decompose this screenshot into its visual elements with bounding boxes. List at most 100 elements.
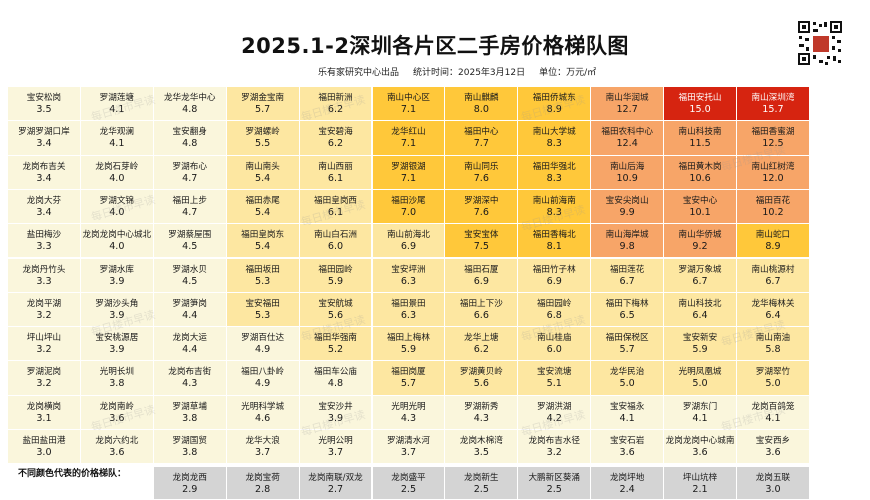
district-name: 南山西丽 <box>318 161 353 172</box>
district-name: 罗湖深中 <box>464 195 499 206</box>
district-cell: 福田赤尾 5.4 <box>226 189 300 225</box>
district-name: 福田车公庙 <box>314 367 358 378</box>
price-value: 4.7 <box>182 172 198 184</box>
district-name: 福田景田 <box>391 298 426 309</box>
district-name: 福田上步 <box>172 195 207 206</box>
district-name: 福田农科中心 <box>601 127 653 138</box>
district-name: 宝安航城 <box>318 298 353 309</box>
district-cell: 宝安碧海 6.2 <box>299 121 373 156</box>
district-cell: 龙华民治 5.0 <box>591 361 665 396</box>
district-name: 罗湖金宝南 <box>241 93 285 103</box>
legend-cell: 大鹏新区葵涌 2.5 <box>518 467 592 500</box>
price-value: 3.6 <box>109 447 125 458</box>
district-name: 宝安沙井 <box>318 401 353 412</box>
district-name: 坪山坪山 <box>26 333 62 344</box>
district-cell: 罗湖布心 4.7 <box>153 155 227 190</box>
district-name: 龙岗龙岗中心城北 <box>82 230 152 241</box>
district-name: 龙华龙华中心 <box>163 93 216 103</box>
price-value: 10.9 <box>616 172 638 184</box>
district-cell: 罗湖金宝南 5.7 <box>226 87 300 122</box>
price-value: 3.9 <box>109 309 125 321</box>
price-value: 3.4 <box>36 206 52 218</box>
district-name: 龙华梅林关 <box>751 298 795 309</box>
district-name: 盐田盐田港 <box>22 436 66 446</box>
price-value: 6.9 <box>400 241 417 253</box>
district-cell: 南山同乐 7.6 <box>445 155 519 190</box>
district-cell: 福田安托山 15.0 <box>664 87 737 122</box>
district-name: 宝安福田 <box>245 298 280 309</box>
district-name: 南山深圳湾 <box>751 93 795 103</box>
district-name: 龙岗木棉湾 <box>459 436 503 446</box>
district-name: 南山桃源村 <box>751 264 795 275</box>
district-cell: 龙岗布吉水径 3.2 <box>518 430 592 465</box>
district-name: 罗湖清水河 <box>386 436 430 446</box>
price-value: 12.4 <box>616 138 638 150</box>
price-value: 3.2 <box>546 447 562 458</box>
district-cell: 龙岗横岗 3.1 <box>8 395 81 430</box>
district-name: 宝安西乡 <box>755 436 791 446</box>
legend-cell: 龙岗宝荷 2.8 <box>226 467 300 500</box>
price-value: 3.9 <box>109 275 125 287</box>
district-name: 光明公明 <box>318 436 353 446</box>
price-value: 9.2 <box>692 241 708 253</box>
price-value: 7.6 <box>473 172 489 184</box>
district-name: 龙华大浪 <box>245 436 280 446</box>
price-value: 3.6 <box>692 447 708 458</box>
price-value: 3.4 <box>36 138 52 150</box>
district-name: 福田坂田 <box>245 264 280 275</box>
price-value: 6.8 <box>546 309 562 321</box>
district-cell: 福田上步 4.7 <box>153 189 227 225</box>
price-value: 15.7 <box>762 104 784 115</box>
price-value: 3.8 <box>182 447 198 458</box>
district-cell: 福田坂田 5.3 <box>226 258 300 293</box>
price-value: 2.9 <box>182 484 198 496</box>
district-name: 龙岗布吉关 <box>22 161 66 172</box>
district-name: 福田沙尾 <box>391 195 426 206</box>
district-cell: 南山白石洲 6.0 <box>299 224 373 259</box>
district-name: 龙华上塘 <box>464 333 499 344</box>
district-name: 福田竹子林 <box>532 264 576 275</box>
district-name: 南山麒麟 <box>464 93 499 103</box>
district-cell: 龙岗龙岗中心城南 3.6 <box>664 430 737 465</box>
district-cell: 龙华上塘 6.2 <box>445 327 519 362</box>
price-value: 6.0 <box>546 344 562 356</box>
price-value: 3.8 <box>182 412 198 424</box>
district-cell: 龙华大浪 3.7 <box>226 430 300 465</box>
price-value: 4.9 <box>255 344 271 356</box>
district-cell: 福田园岭 6.8 <box>518 292 592 328</box>
price-value: 5.9 <box>327 275 344 287</box>
legend-cell: 龙岗龙西 2.9 <box>153 467 227 500</box>
price-value: 12.5 <box>762 138 784 150</box>
district-cell: 罗湖万象城 6.7 <box>664 258 737 293</box>
price-value: 4.0 <box>109 206 125 218</box>
price-value: 8.3 <box>546 172 562 184</box>
price-value: 5.6 <box>473 378 489 390</box>
price-value: 2.8 <box>255 484 271 496</box>
district-name: 福田园岭 <box>318 264 353 275</box>
district-cell: 福田保税区 5.7 <box>591 327 665 362</box>
district-name: 南山后海 <box>609 161 645 172</box>
district-name: 龙华红山 <box>391 127 426 138</box>
district-name: 福田黄木岗 <box>678 161 722 172</box>
price-value: 6.7 <box>619 275 635 287</box>
district-name: 南山南油 <box>755 333 791 344</box>
district-cell: 福田车公庙 4.8 <box>299 361 373 396</box>
source-text: 乐有家研究中心出品 <box>318 68 400 78</box>
district-cell: 龙岗龙岗中心城北 4.0 <box>80 224 154 259</box>
district-cell: 南山桃源村 6.7 <box>737 258 810 293</box>
district-name: 龙华观澜 <box>99 127 135 138</box>
price-value: 12.7 <box>616 104 638 115</box>
district-cell: 罗湖水库 3.9 <box>80 258 154 293</box>
district-name: 龙岗南联/双龙 <box>308 473 363 484</box>
district-cell: 罗湖翠竹 5.0 <box>737 361 810 396</box>
district-cell: 光明长圳 3.8 <box>80 361 154 396</box>
price-value: 6.4 <box>692 309 708 321</box>
district-cell: 南山前海北 6.9 <box>372 224 446 259</box>
price-value: 4.1 <box>109 138 125 150</box>
district-cell: 南山深圳湾 15.7 <box>737 87 810 122</box>
price-value: 15.0 <box>689 104 711 115</box>
price-value: 3.7 <box>327 447 344 458</box>
price-value: 5.0 <box>765 378 781 390</box>
district-name: 福田皇岗东 <box>241 230 285 241</box>
district-name: 罗湖泥岗 <box>26 367 62 378</box>
